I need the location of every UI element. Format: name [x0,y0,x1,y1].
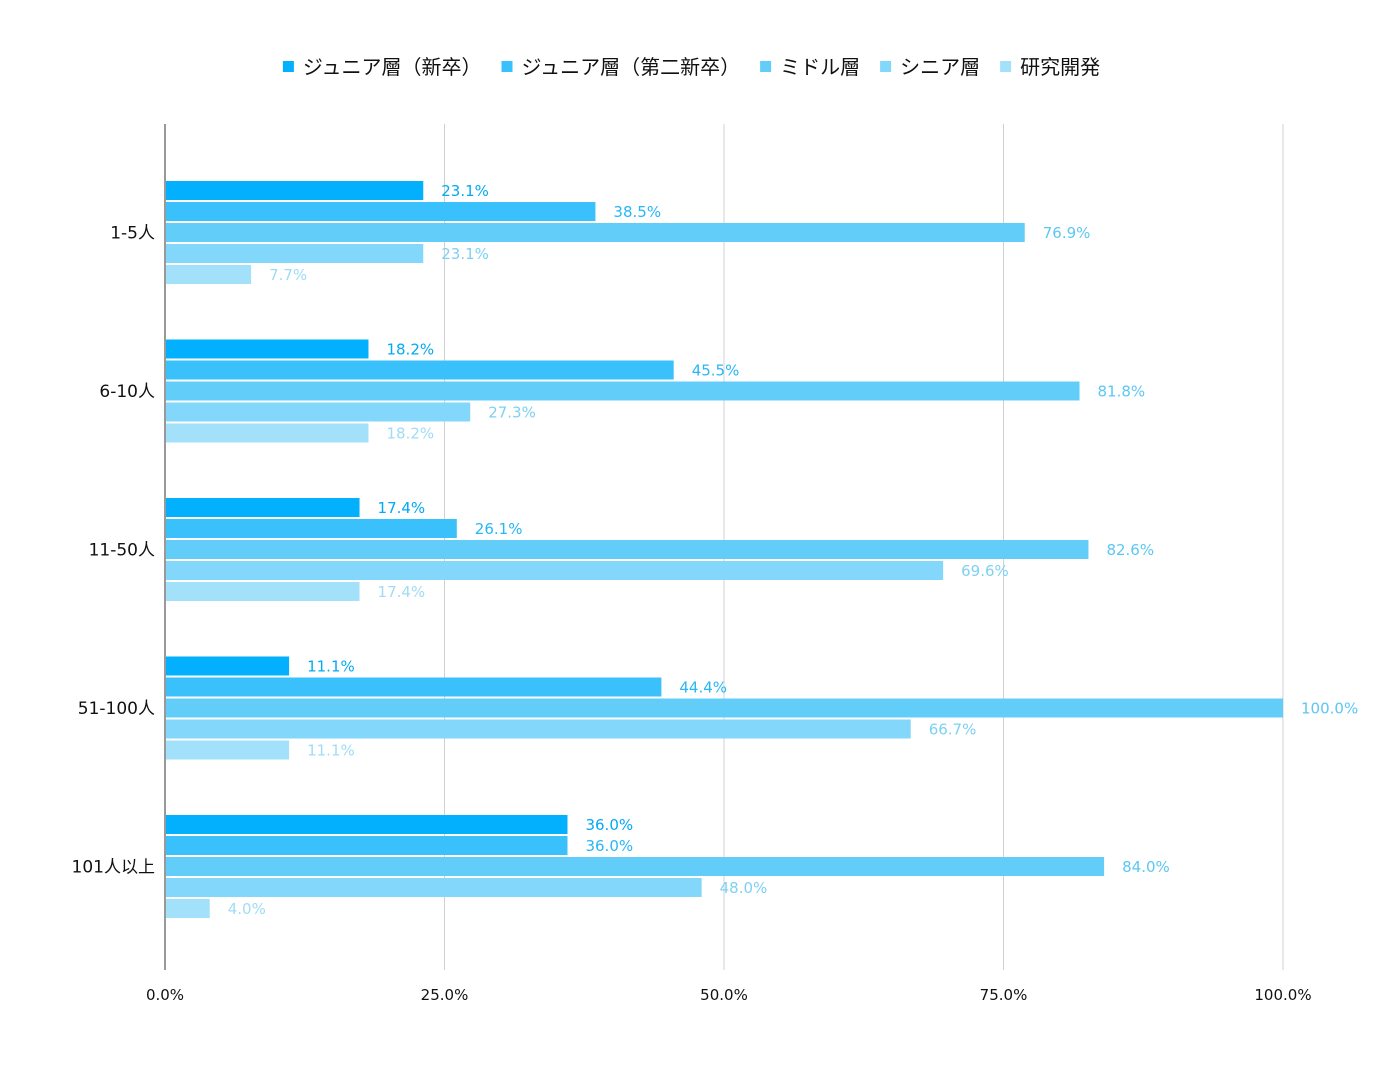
bar [166,244,424,263]
data-label: 69.6% [961,562,1009,580]
data-label: 81.8% [1098,383,1146,401]
x-tick-label: 25.0% [421,986,469,1004]
bar [166,423,369,443]
bar [166,360,674,380]
data-label: 100.0% [1301,700,1358,718]
legend-label: ミドル層 [780,55,860,79]
category-label: 51-100人 [78,699,155,719]
data-label: 82.6% [1106,541,1154,559]
legend-swatch [760,61,772,72]
data-label: 66.7% [929,721,977,739]
bar [166,519,457,538]
bar [166,339,369,359]
data-label: 38.5% [613,203,661,221]
data-label: 11.1% [307,658,355,676]
category-label: 101人以上 [72,858,155,878]
bar [166,381,1080,401]
data-label: 18.2% [386,425,434,443]
data-label: 7.7% [269,266,307,284]
bar [166,582,360,601]
data-label: 23.1% [441,245,489,263]
bar [166,656,290,676]
legend-swatch [880,61,892,72]
bar [166,540,1089,559]
data-label: 23.1% [441,182,489,200]
legend-label: ジュニア層（第二新卒） [522,55,741,79]
bar [166,561,944,580]
bar [166,498,360,517]
legend-label: 研究開発 [1020,55,1100,79]
category-label: 1-5人 [110,224,155,244]
data-label: 45.5% [692,362,740,380]
bar [166,719,911,739]
bar [166,402,471,422]
bar [166,836,568,855]
category-label: 6-10人 [99,382,155,402]
data-label: 27.3% [488,404,536,422]
legend-label: ジュニア層（新卒） [303,55,482,79]
data-label: 36.0% [585,837,633,855]
bar [166,677,662,697]
data-label: 4.0% [228,900,266,918]
legend-label: シニア層 [900,55,980,79]
bar [166,878,702,897]
bar [166,265,252,284]
bar [166,740,290,760]
bar [166,815,568,834]
x-tick-label: 75.0% [980,986,1028,1004]
data-label: 18.2% [386,341,434,359]
data-label: 11.1% [307,742,355,760]
data-label: 17.4% [378,499,426,517]
data-label: 17.4% [378,583,426,601]
data-label: 48.0% [720,879,768,897]
bar [166,181,424,200]
bar [166,698,1283,718]
bar [166,223,1025,242]
data-label: 84.0% [1122,858,1170,876]
legend-swatch [501,61,513,72]
bar [166,899,210,918]
category-label: 11-50人 [89,541,155,561]
data-label: 36.0% [585,816,633,834]
x-tick-label: 100.0% [1254,986,1311,1004]
data-label: 44.4% [679,679,727,697]
legend-swatch [1000,61,1012,72]
legend-swatch [282,61,294,72]
bar [166,202,596,221]
data-label: 76.9% [1043,224,1091,242]
bar [166,857,1105,876]
x-tick-label: 50.0% [700,986,748,1004]
x-tick-label: 0.0% [146,986,184,1004]
data-label: 26.1% [475,520,523,538]
